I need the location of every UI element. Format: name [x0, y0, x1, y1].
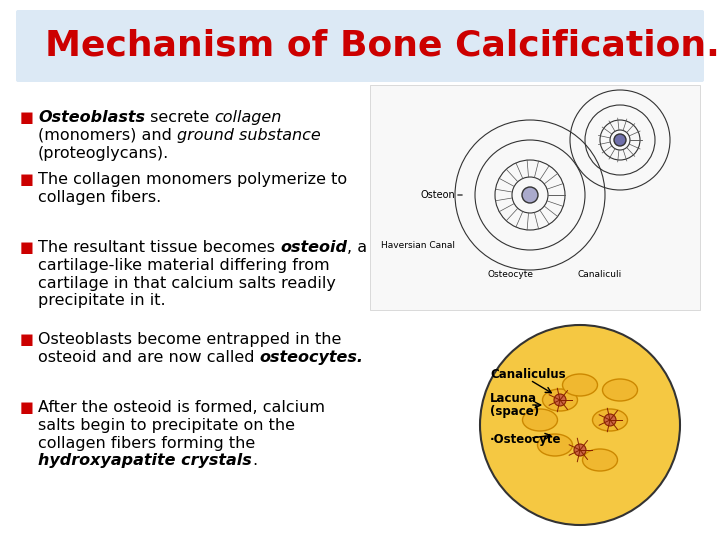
- Text: collagen fibers forming the: collagen fibers forming the: [38, 436, 256, 451]
- Ellipse shape: [562, 374, 598, 396]
- Text: secrete: secrete: [145, 110, 215, 125]
- Text: , a: , a: [347, 240, 367, 255]
- Text: (monomers) and: (monomers) and: [38, 128, 177, 143]
- Circle shape: [554, 394, 566, 406]
- Text: Osteoblasts: Osteoblasts: [38, 110, 145, 125]
- Text: ■: ■: [20, 240, 34, 255]
- FancyBboxPatch shape: [16, 10, 704, 82]
- Circle shape: [522, 187, 538, 203]
- Text: collagen fibers.: collagen fibers.: [38, 190, 161, 205]
- Text: cartilage in that calcium salts readily: cartilage in that calcium salts readily: [38, 275, 336, 291]
- Text: Haversian Canal: Haversian Canal: [381, 240, 455, 249]
- Ellipse shape: [542, 389, 577, 411]
- Circle shape: [604, 414, 616, 426]
- Text: Osteoblasts become entrapped in the: Osteoblasts become entrapped in the: [38, 332, 341, 347]
- Text: ■: ■: [20, 332, 34, 347]
- Text: precipitate in it.: precipitate in it.: [38, 293, 166, 308]
- Text: The collagen monomers polymerize to: The collagen monomers polymerize to: [38, 172, 347, 187]
- Ellipse shape: [538, 434, 572, 456]
- Text: Mechanism of Bone Calcification.: Mechanism of Bone Calcification.: [45, 29, 720, 63]
- Text: salts begin to precipitate on the: salts begin to precipitate on the: [38, 418, 295, 433]
- Text: ■: ■: [20, 110, 34, 125]
- Text: Canaliculus: Canaliculus: [490, 368, 566, 381]
- Circle shape: [480, 325, 680, 525]
- Text: After the osteoid is formed, calcium: After the osteoid is formed, calcium: [38, 400, 325, 415]
- Ellipse shape: [593, 409, 628, 431]
- Text: (proteoglycans).: (proteoglycans).: [38, 146, 169, 160]
- Text: osteoid: osteoid: [280, 240, 347, 255]
- Text: The resultant tissue becomes: The resultant tissue becomes: [38, 240, 280, 255]
- Text: ■: ■: [20, 172, 34, 187]
- Circle shape: [574, 444, 586, 456]
- Ellipse shape: [582, 449, 618, 471]
- Circle shape: [614, 134, 626, 146]
- Text: osteoid and are now called: osteoid and are now called: [38, 350, 260, 365]
- Text: .: .: [252, 454, 257, 469]
- Text: ·Osteocyte: ·Osteocyte: [490, 434, 562, 447]
- Text: Osteon: Osteon: [420, 190, 455, 200]
- Text: hydroxyapatite crystals: hydroxyapatite crystals: [38, 454, 252, 469]
- Ellipse shape: [523, 409, 557, 431]
- Text: ground substance: ground substance: [177, 128, 320, 143]
- Text: (space): (space): [490, 406, 539, 419]
- Text: ■: ■: [20, 400, 34, 415]
- Text: Lacuna: Lacuna: [490, 392, 537, 404]
- FancyBboxPatch shape: [370, 85, 700, 310]
- Text: Osteocyte: Osteocyte: [487, 270, 533, 279]
- Ellipse shape: [603, 379, 637, 401]
- Text: cartilage-like material differing from: cartilage-like material differing from: [38, 258, 330, 273]
- Text: osteocytes.: osteocytes.: [260, 350, 364, 365]
- Text: collagen: collagen: [215, 110, 282, 125]
- Text: Canaliculi: Canaliculi: [578, 270, 622, 279]
